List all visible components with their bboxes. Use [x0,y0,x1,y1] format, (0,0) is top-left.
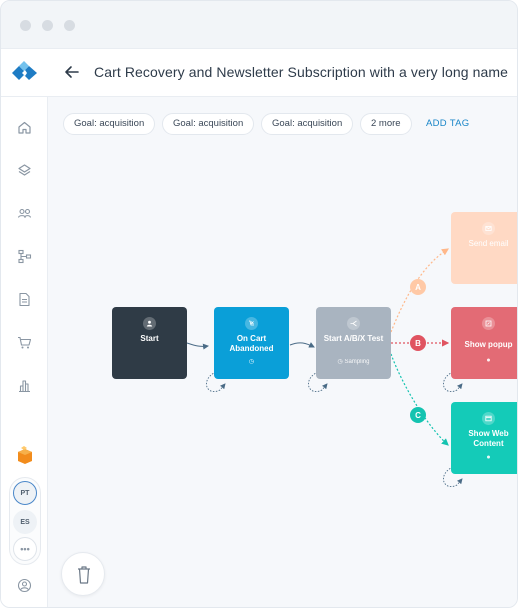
node-label: On Cart Abandoned [229,334,274,353]
tag-chip[interactable]: Goal: acquisition [162,113,255,135]
more-users-button[interactable]: ••• [13,537,37,561]
node-ab-test[interactable]: Start A/B/X Test ◷ Sampling [316,307,391,379]
app-logo-icon[interactable] [11,61,39,85]
node-sub-label: ◷ Sampling [337,359,370,365]
layers-icon[interactable] [16,162,33,179]
delete-button[interactable] [61,552,105,596]
email-icon [482,222,495,235]
node-label: Show Web Content [468,429,509,448]
page-header: Cart Recovery and Newsletter Subscriptio… [1,49,517,97]
chart-icon[interactable] [16,377,33,394]
web-content-icon [482,412,495,425]
popup-icon [482,317,495,330]
sidebar: PT ES ••• [1,97,48,607]
account-icon[interactable] [16,577,33,594]
avatar-es[interactable]: ES [13,510,37,534]
branch-b-badge[interactable]: B [410,335,426,351]
flow-icon[interactable] [16,248,33,265]
node-send-email[interactable]: Send email [451,212,517,284]
close-dot[interactable] [20,20,31,31]
loop-cart [206,371,226,392]
more-tags-chip[interactable]: 2 more [360,113,412,135]
title-bar [1,1,517,49]
clock-icon: ◷ [248,359,255,365]
node-show-popup[interactable]: Show popup ● [451,307,517,379]
node-label: Start A/B/X Test [323,334,384,343]
add-tag-button[interactable]: ADD TAG [426,118,470,129]
document-icon[interactable] [16,291,33,308]
cart-icon[interactable] [16,334,33,351]
branch-c-badge[interactable]: C [410,407,426,423]
loop-web [443,466,463,487]
connector-cart-abx [289,342,315,348]
tag-chip[interactable]: Goal: acquisition [63,113,156,135]
info-icon: ● [486,357,491,364]
branch-a-badge[interactable]: A [410,279,426,295]
sampling-label: Sampling [344,359,370,365]
split-icon [347,317,360,330]
node-label: Start [140,334,159,343]
brand-box-icon [18,446,32,464]
person-icon [143,317,156,330]
loop-abx [308,371,328,392]
avatar-pt[interactable]: PT [13,481,37,505]
connector-branch-c [390,353,449,446]
cart-x-icon [245,317,258,330]
back-arrow-icon[interactable] [63,63,81,81]
info-icon: ● [486,454,491,461]
node-label: Show popup [464,340,513,349]
maximize-dot[interactable] [64,20,75,31]
users-icon[interactable] [16,205,33,222]
loop-popup [443,371,463,392]
page-title: Cart Recovery and Newsletter Subscriptio… [94,64,509,80]
brand-badge[interactable] [11,441,39,469]
node-start[interactable]: Start [112,307,187,379]
minimize-dot[interactable] [42,20,53,31]
workflow-canvas[interactable]: Goal: acquisition Goal: acquisition Goal… [48,97,517,607]
connector-start-cart [186,342,209,350]
node-show-web-content[interactable]: Show Web Content ● [451,402,517,474]
node-label: Send email [468,239,509,248]
trash-icon [78,566,90,584]
home-icon[interactable] [16,119,33,136]
tag-chip[interactable]: Goal: acquisition [261,113,354,135]
node-on-cart-abandoned[interactable]: On Cart Abandoned ◷ [214,307,289,379]
